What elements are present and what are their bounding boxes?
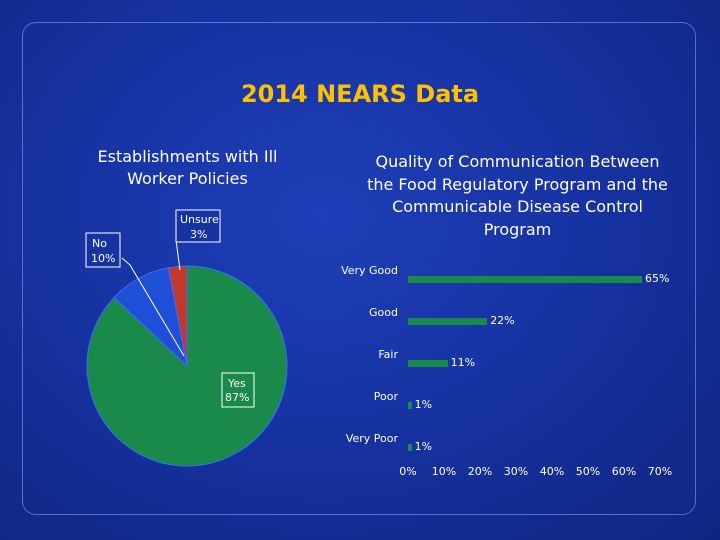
bar-chart-title: Quality of Communication Between the Foo… bbox=[367, 152, 668, 239]
bar-very-good bbox=[408, 276, 642, 283]
bar-category-label: Fair bbox=[378, 348, 398, 361]
x-tick-label: 50% bbox=[575, 465, 601, 478]
bar-category-label: Poor bbox=[373, 390, 398, 403]
x-tick-label: 40% bbox=[539, 465, 565, 478]
slide-title: 2014 NEARS Data bbox=[240, 80, 480, 108]
yes-slice-value: 87% bbox=[225, 391, 249, 404]
x-tick-label: 10% bbox=[431, 465, 457, 478]
bar-category-label: Good bbox=[369, 306, 398, 319]
yes-slice-label: Yes bbox=[227, 377, 246, 390]
unsure-slice-value: 3% bbox=[190, 228, 207, 241]
x-tick-label: 20% bbox=[467, 465, 493, 478]
bar-fair bbox=[408, 360, 448, 367]
bar-good bbox=[408, 318, 488, 325]
bar-value-label: 1% bbox=[414, 398, 433, 411]
bar-value-label: 1% bbox=[414, 440, 433, 453]
no-slice-label: No bbox=[92, 237, 107, 250]
bar-value-label: 11% bbox=[450, 356, 476, 369]
bar-very-poor bbox=[408, 444, 412, 451]
no-slice-value: 10% bbox=[91, 252, 115, 265]
x-tick-label: 0% bbox=[399, 465, 417, 478]
x-tick-label: 70% bbox=[647, 465, 673, 478]
bar-value-label: 65% bbox=[645, 272, 670, 285]
pie-chart-title: Establishments with Ill Worker Policies bbox=[97, 147, 278, 188]
bar-value-label: 22% bbox=[490, 314, 515, 327]
unsure-slice-label: Unsure bbox=[180, 213, 219, 226]
x-tick-label: 60% bbox=[611, 465, 637, 478]
bar-category-label: Very Poor bbox=[345, 432, 398, 445]
unsure-label-box bbox=[175, 209, 221, 243]
no-label-box bbox=[85, 232, 121, 268]
slide-frame bbox=[22, 22, 696, 515]
bar-poor bbox=[408, 402, 412, 409]
bar-category-label: Very Good bbox=[341, 264, 398, 277]
no-callout-line bbox=[121, 257, 185, 357]
yes-label-box bbox=[221, 372, 255, 408]
pie-slice-unsure bbox=[167, 265, 188, 367]
x-tick-label: 30% bbox=[503, 465, 529, 478]
